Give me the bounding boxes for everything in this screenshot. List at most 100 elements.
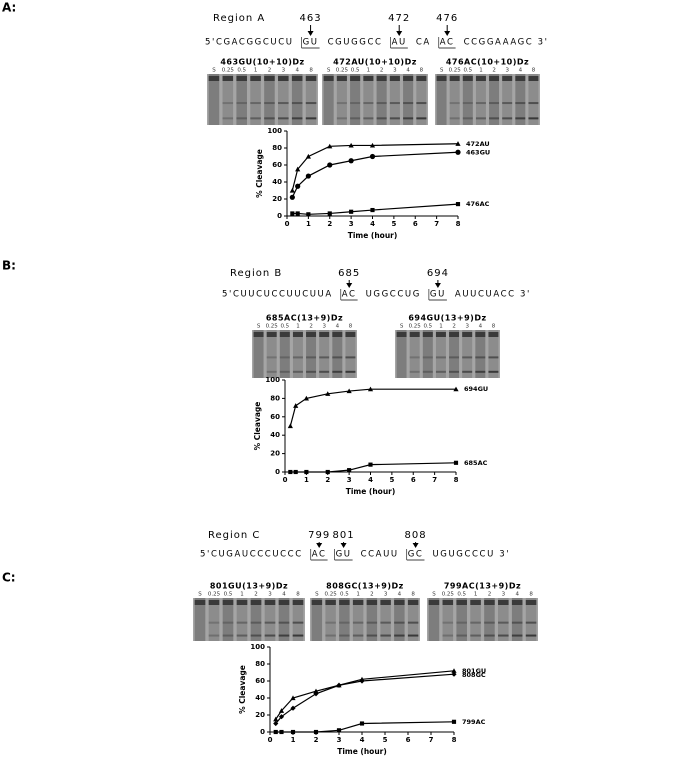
x-tick-label: 0 [283,476,288,484]
gel-title: 685AC(13+9)Dz [266,314,343,323]
sequence-segment: 5'CGACGGCUCU [205,38,294,48]
gel-band [403,117,414,120]
gel-lane [279,330,290,378]
gel-band [515,76,526,81]
site-number: 808 [405,530,427,541]
region-label: Region B [230,268,282,279]
gel-band [279,356,290,359]
series-label: 463GU [466,148,490,156]
site-number: 463 [300,13,322,24]
gel-band [264,117,275,120]
gel-band [278,634,290,637]
gel-band [222,117,234,120]
x-tick-label: 8 [456,220,461,228]
data-point [278,714,285,720]
x-tick-label: 0 [268,736,273,744]
x-tick-label: 4 [368,476,373,484]
gel-band [449,356,460,359]
site-number: 694 [427,268,449,279]
lane-label: S [198,592,202,598]
lane-label: 2 [309,324,313,330]
lane-label: 0.25 [325,592,338,598]
data-point [348,158,354,164]
gel-band [311,600,323,605]
gel-band [498,621,509,624]
gel-band [345,332,356,337]
data-point [313,688,319,694]
gel-band [462,332,473,337]
series-label: 801GU [462,667,486,675]
gel-band [389,117,400,120]
gel-band [403,102,414,105]
lane-label: S [212,68,216,74]
data-point [327,143,333,149]
x-tick-label: 6 [406,736,411,744]
sequence-segment: 5'CUUCUCCUUCUUA [222,290,333,300]
gel-band [449,76,460,81]
gel-band [236,76,247,81]
y-tick-label: 100 [250,643,265,651]
gel-lane [352,598,364,641]
site-number: 801 [333,530,355,541]
data-point [279,729,284,735]
data-point [290,705,296,711]
panel-label: A: [2,1,16,15]
gel-lane [488,330,499,378]
gel-band [394,600,405,605]
data-point [453,460,459,465]
data-point [368,462,373,467]
gel-lane [442,598,454,641]
series-line [275,721,455,733]
gel-band [266,356,277,359]
gel-band [264,600,276,605]
x-tick-label: 7 [432,476,437,484]
lane-label: 1 [367,68,371,74]
sequence-segment: CCGGAAAGC 3' [464,38,549,48]
gel-band [484,634,495,637]
gel-band [416,117,427,120]
gel-band [511,634,523,637]
data-point [273,716,279,722]
gel-band [409,370,420,373]
gel-band [498,600,509,605]
gel-lane [194,598,206,641]
x-tick-label: 7 [434,220,439,228]
y-tick-label: 40 [270,431,280,439]
data-point [290,729,296,735]
x-tick-label: 1 [304,476,309,484]
panel-label: B: [2,259,16,273]
gel-band [488,356,499,359]
gel-lane [515,74,526,125]
gel-band [409,356,420,359]
data-point [290,211,295,216]
gel-band [319,356,330,359]
lane-label: 0.5 [224,592,233,598]
lane-label: 0.5 [457,592,466,598]
gel-band [462,102,473,105]
data-point [369,142,376,148]
series-line [275,673,455,724]
gel-lane [462,330,473,378]
gel-band [250,621,262,624]
y-axis-label: % Cleavage [238,665,247,714]
gel-band [292,621,304,624]
lane-label: 0.25 [266,324,279,330]
lane-label: 3 [268,592,272,598]
gel-lane [323,74,334,125]
lane-label: 8 [349,324,353,330]
gel-lane [380,598,391,641]
sequence-segment: UGGCCUG [366,290,421,300]
gel-lane [366,598,378,641]
x-tick-label: 2 [325,476,330,484]
gel-title: 463GU(10+10)Dz [220,58,304,67]
lane-label: 8 [296,592,300,598]
data-point [346,388,352,394]
data-point [289,187,295,193]
lane-label: 4 [519,68,523,74]
lane-label: 1 [474,592,478,598]
gel-band [266,332,277,337]
y-tick-label: 60 [272,161,282,169]
gel-band [396,332,407,337]
x-tick-label: 2 [314,736,319,744]
